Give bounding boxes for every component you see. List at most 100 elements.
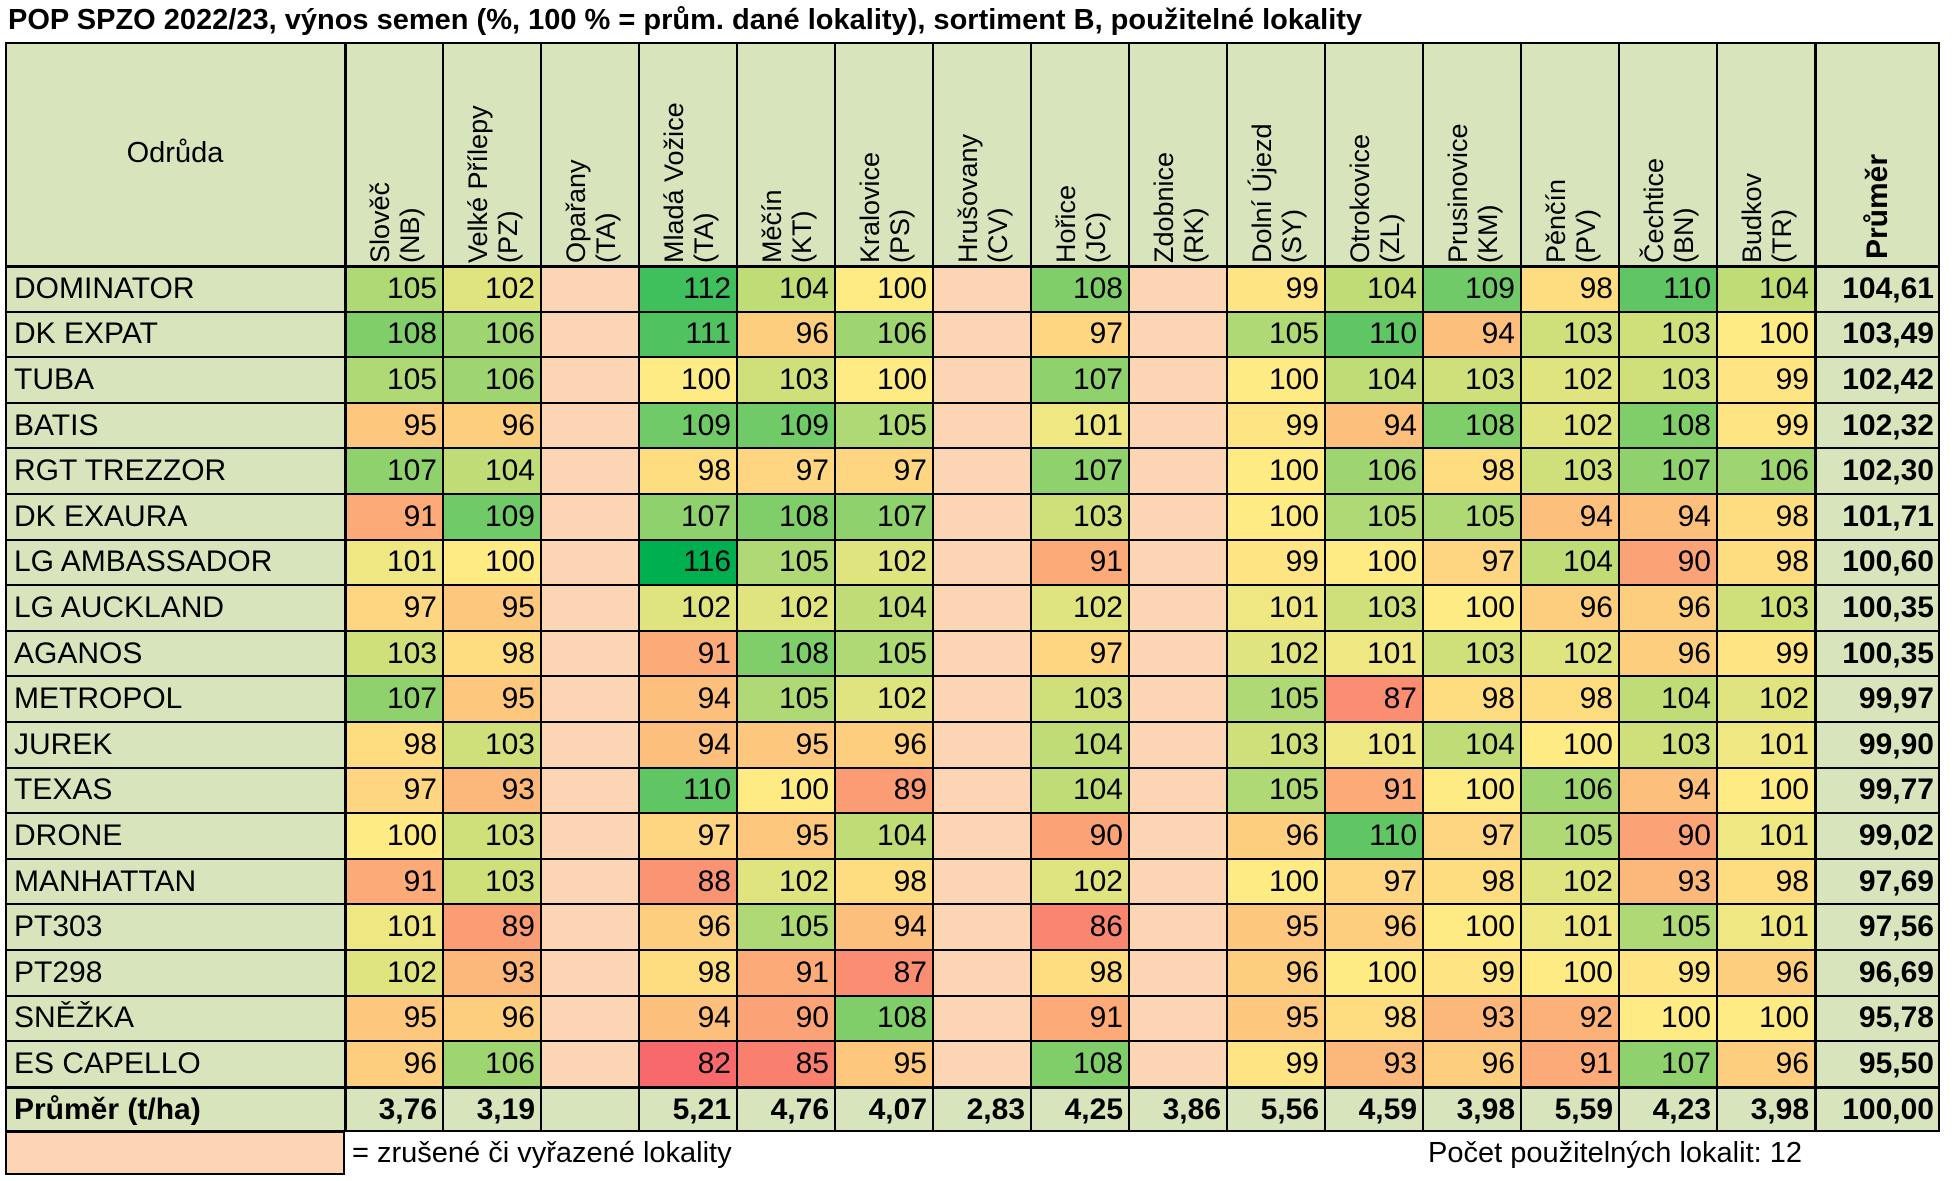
yield-cell	[933, 676, 1031, 722]
variety-name: SNĚŽKA	[5, 995, 345, 1042]
yield-cell: 94	[1521, 494, 1619, 540]
yield-cell	[541, 995, 639, 1042]
yield-cell: 103	[1423, 357, 1521, 403]
variety-name: RGT TREZZOR	[5, 448, 345, 494]
yield-cell: 107	[1619, 1041, 1717, 1087]
variety-name: JUREK	[5, 722, 345, 768]
variety-name: TEXAS	[5, 767, 345, 814]
yield-cell: 101	[1717, 904, 1815, 950]
yield-cell: 95	[345, 402, 443, 449]
usable-locations-count: Počet použitelných lokalit: 12	[1428, 1137, 1802, 1169]
yield-cell: 110	[1325, 813, 1423, 859]
row-average: 104,61	[1815, 266, 1940, 312]
yield-cell: 106	[1325, 448, 1423, 494]
yield-cell	[1129, 630, 1227, 677]
yield-cell: 99	[1227, 266, 1325, 312]
yield-cell: 100	[835, 266, 933, 312]
yield-cell: 95	[737, 722, 835, 768]
yield-cell	[541, 311, 639, 358]
yield-cell: 105	[1423, 494, 1521, 540]
variety-name: DRONE	[5, 813, 345, 859]
yield-cell: 93	[1423, 995, 1521, 1042]
column-header-location-label: Hrušovany (CV)	[953, 133, 1013, 263]
yield-cell: 99	[1227, 539, 1325, 586]
variety-name: DK EXAURA	[5, 494, 345, 540]
variety-name: LG AUCKLAND	[5, 585, 345, 631]
yield-cell: 86	[1031, 904, 1129, 950]
footer-location-average	[541, 1086, 639, 1133]
average-column-divider	[1814, 42, 1817, 1133]
yield-cell: 100	[1325, 539, 1423, 586]
yield-cell: 101	[1521, 904, 1619, 950]
yield-cell	[1129, 539, 1227, 586]
yield-cell: 103	[1521, 311, 1619, 358]
column-header-location: Hořice (JC)	[1031, 42, 1129, 266]
yield-cell: 95	[443, 585, 541, 631]
yield-cell: 100	[1717, 311, 1815, 358]
yield-cell: 104	[835, 813, 933, 859]
yield-cell: 100	[1325, 950, 1423, 996]
yield-cell: 109	[1423, 266, 1521, 312]
variety-name: DOMINATOR	[5, 266, 345, 312]
footer-location-average: 5,21	[639, 1086, 737, 1133]
yield-cell: 109	[639, 402, 737, 449]
yield-cell: 91	[1325, 767, 1423, 814]
yield-cell: 96	[1325, 904, 1423, 950]
yield-cell	[933, 630, 1031, 677]
yield-cell: 87	[835, 950, 933, 996]
variety-name: PT298	[5, 950, 345, 996]
column-header-location: Hrušovany (CV)	[933, 42, 1031, 266]
yield-cell: 94	[1423, 311, 1521, 358]
yield-cell	[1129, 1041, 1227, 1087]
row-average: 99,90	[1815, 722, 1940, 768]
yield-cell: 99	[1423, 950, 1521, 996]
yield-cell: 107	[1619, 448, 1717, 494]
yield-cell: 94	[1619, 767, 1717, 814]
yield-cell	[541, 767, 639, 814]
yield-cell: 88	[639, 858, 737, 905]
footer-location-average: 4,07	[835, 1086, 933, 1133]
yield-cell	[933, 448, 1031, 494]
yield-cell: 100	[1521, 722, 1619, 768]
yield-cell: 108	[835, 995, 933, 1042]
yield-cell: 97	[345, 585, 443, 631]
yield-cell	[933, 950, 1031, 996]
yield-cell: 103	[1619, 311, 1717, 358]
yield-cell: 105	[1619, 904, 1717, 950]
yield-cell: 98	[639, 448, 737, 494]
row-average: 99,02	[1815, 813, 1940, 859]
yield-cell	[933, 585, 1031, 631]
yield-cell: 108	[1423, 402, 1521, 449]
footer-label: Průměr (t/ha)	[5, 1086, 345, 1133]
yield-cell: 103	[1717, 585, 1815, 631]
yield-cell: 102	[639, 585, 737, 631]
yield-cell: 106	[443, 357, 541, 403]
yield-cell: 108	[345, 311, 443, 358]
yield-cell: 107	[1031, 357, 1129, 403]
column-header-location-label: Velké Přílepy (PZ)	[463, 105, 523, 263]
yield-cell: 94	[639, 722, 737, 768]
column-header-location: Otrokovice (ZL)	[1325, 42, 1423, 266]
yield-cell: 105	[835, 402, 933, 449]
yield-cell: 93	[1619, 858, 1717, 905]
yield-cell	[933, 904, 1031, 950]
yield-cell: 99	[1619, 950, 1717, 996]
yield-cell: 108	[737, 630, 835, 677]
yield-cell: 100	[1423, 767, 1521, 814]
yield-cell: 102	[345, 950, 443, 996]
yield-cell	[1129, 311, 1227, 358]
yield-cell	[933, 311, 1031, 358]
column-header-location-label: Kralovice (PS)	[855, 151, 915, 263]
yield-cell	[1129, 266, 1227, 312]
yield-cell: 107	[1031, 448, 1129, 494]
yield-cell: 96	[1227, 813, 1325, 859]
yield-cell: 103	[443, 722, 541, 768]
yield-cell	[1129, 722, 1227, 768]
row-average: 97,69	[1815, 858, 1940, 905]
yield-cell: 100	[835, 357, 933, 403]
yield-cell	[933, 722, 1031, 768]
yield-cell: 93	[1325, 1041, 1423, 1087]
column-header-location: Mladá Vožice (TA)	[639, 42, 737, 266]
yield-cell: 108	[737, 494, 835, 540]
yield-cell: 110	[1619, 266, 1717, 312]
